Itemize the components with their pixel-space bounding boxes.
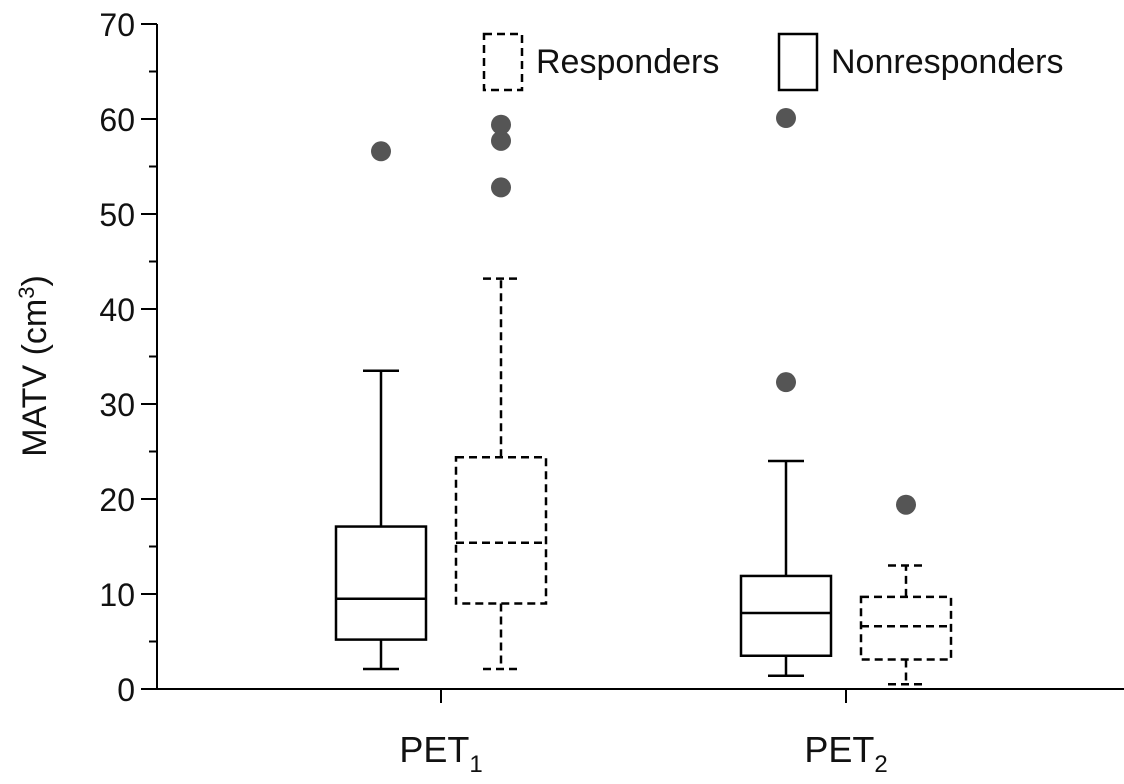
outlier-point xyxy=(491,177,511,198)
iqr-box xyxy=(454,455,548,605)
axes xyxy=(156,24,1124,690)
y-tick-label: 50 xyxy=(99,197,135,233)
outlier-point xyxy=(776,108,796,129)
box-responders-pet2 xyxy=(859,494,953,686)
legend-label-responders: Responders xyxy=(536,43,719,81)
outlier-point xyxy=(776,372,796,393)
boxes xyxy=(334,108,953,686)
x-category-label: PET1 xyxy=(399,729,482,778)
y-tick-label: 40 xyxy=(99,292,135,328)
y-tick-label: 0 xyxy=(117,672,135,708)
iqr-box xyxy=(739,574,833,658)
legend-swatch-responders xyxy=(482,32,524,92)
outlier-point xyxy=(491,114,511,135)
box-nonresponders-pet2 xyxy=(739,108,833,677)
outlier-point xyxy=(896,494,916,515)
y-tick-label: 20 xyxy=(99,482,135,518)
legend-label-nonresponders: Nonresponders xyxy=(831,43,1063,81)
y-tick-label: 30 xyxy=(99,387,135,423)
legend: Responders Nonresponders xyxy=(482,32,1063,92)
box-nonresponders-pet1 xyxy=(334,141,428,671)
box-responders-pet1 xyxy=(454,114,548,671)
y-tick-label: 70 xyxy=(99,7,135,43)
y-axis-label: MATV (cm3) xyxy=(14,275,54,457)
iqr-box xyxy=(859,595,953,661)
y-ticks: 0 10 20 30 40 50 60 70 xyxy=(99,7,157,708)
x-category-label: PET2 xyxy=(804,729,887,778)
outlier-point xyxy=(491,130,511,151)
y-tick-label: 60 xyxy=(99,102,135,138)
legend-swatch-nonresponders xyxy=(777,32,819,92)
outlier-point xyxy=(371,141,391,162)
x-category-labels: PET1 PET2 xyxy=(399,689,888,778)
iqr-box xyxy=(334,525,428,641)
y-tick-label: 10 xyxy=(99,577,135,613)
